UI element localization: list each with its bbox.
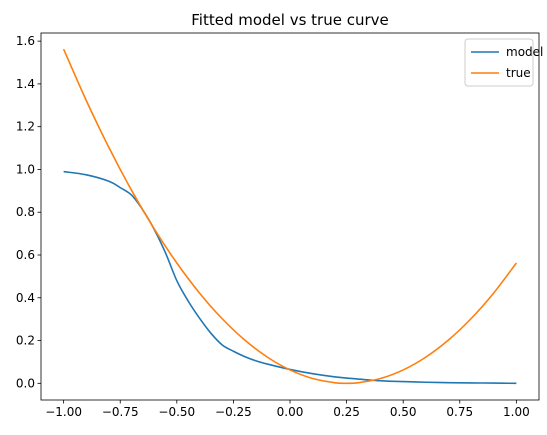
x-tick-label: 0.00 bbox=[277, 405, 304, 419]
chart-title: Fitted model vs true curve bbox=[191, 11, 389, 29]
axes-layer: −1.00 −0.75 −0.50 −0.25 0.00 0.25 0.50 0.75 1.00… bbox=[16, 32, 540, 419]
legend: model true bbox=[464, 38, 543, 87]
y-tick-label: 0.2 bbox=[16, 334, 35, 348]
x-tick-label: 0.25 bbox=[333, 405, 360, 419]
y-tick-label: 1.0 bbox=[16, 162, 35, 176]
series-line-model bbox=[63, 170, 517, 385]
x-tick-label: −1.00 bbox=[45, 405, 82, 419]
x-tick-label: 0.75 bbox=[446, 405, 473, 419]
y-tick-label: 0.4 bbox=[16, 291, 35, 305]
legend-box bbox=[464, 38, 534, 87]
series-layer bbox=[62, 48, 517, 385]
x-tick-label: −0.25 bbox=[215, 405, 252, 419]
legend-label-true: true bbox=[506, 66, 531, 80]
y-tick-label: 1.4 bbox=[16, 77, 35, 91]
y-tick-label: 0.6 bbox=[16, 248, 35, 262]
x-tick-label: −0.75 bbox=[102, 405, 139, 419]
plot-frame bbox=[40, 32, 540, 401]
legend-label-model: model bbox=[506, 45, 543, 59]
series-line-true bbox=[62, 48, 517, 385]
y-tick-label: 0.8 bbox=[16, 205, 35, 219]
y-tick-label: 1.6 bbox=[16, 34, 35, 48]
y-tick-label: 1.2 bbox=[16, 120, 35, 134]
x-tick-label: 0.50 bbox=[390, 405, 417, 419]
y-tick-label: 0.0 bbox=[16, 376, 35, 390]
x-tick-label: 1.00 bbox=[503, 405, 530, 419]
x-tick-label: −0.50 bbox=[158, 405, 195, 419]
